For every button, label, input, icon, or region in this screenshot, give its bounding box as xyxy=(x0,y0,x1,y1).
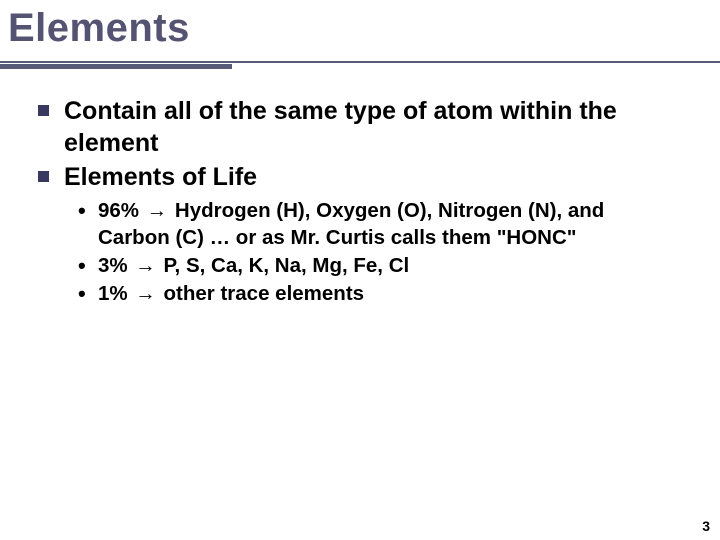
sub-bullet-rest: P, S, Ca, K, Na, Mg, Fe, Cl xyxy=(158,254,409,277)
bullet-text: Elements of Life xyxy=(64,163,257,191)
page-number: 3 xyxy=(702,518,710,534)
bullet-item: Elements of Life 96% → Hydrogen (H), Oxy… xyxy=(64,161,676,307)
sub-bullet-rest: Hydrogen (H), Oxygen (O), Nitrogen (N), … xyxy=(98,199,604,249)
slide-title: Elements xyxy=(0,0,720,61)
sub-bullet-prefix: 3% xyxy=(98,254,133,277)
title-rule-thin xyxy=(0,61,720,63)
sub-bullet-item: 1% → other trace elements xyxy=(98,280,676,307)
sub-bullet-rest: other trace elements xyxy=(158,282,364,305)
bullet-item: Contain all of the same type of atom wit… xyxy=(64,95,676,159)
sub-bullet-prefix: 96% xyxy=(98,199,145,222)
title-rule-thick xyxy=(0,64,232,69)
title-rule xyxy=(0,61,720,69)
slide-body: Contain all of the same type of atom wit… xyxy=(0,95,720,307)
sub-bullet-item: 3% → P, S, Ca, K, Na, Mg, Fe, Cl xyxy=(98,252,676,279)
arrow-icon: → xyxy=(133,252,158,279)
bullet-list-level2: 96% → Hydrogen (H), Oxygen (O), Nitrogen… xyxy=(64,197,676,307)
bullet-list-level1: Contain all of the same type of atom wit… xyxy=(64,95,676,307)
arrow-icon: → xyxy=(133,280,158,307)
sub-bullet-prefix: 1% xyxy=(98,282,133,305)
arrow-icon: → xyxy=(145,197,170,224)
sub-bullet-item: 96% → Hydrogen (H), Oxygen (O), Nitrogen… xyxy=(98,197,676,251)
slide: Elements Contain all of the same type of… xyxy=(0,0,720,540)
bullet-text: Contain all of the same type of atom wit… xyxy=(64,97,617,157)
